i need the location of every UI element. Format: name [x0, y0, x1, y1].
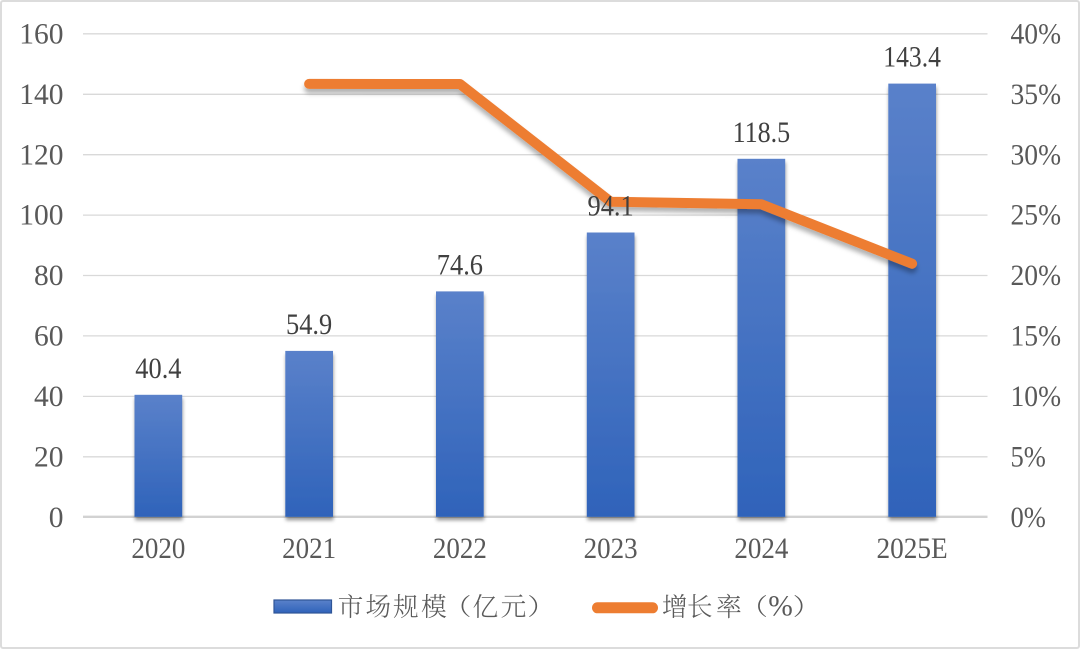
- svg-text:30%: 30%: [1011, 139, 1062, 171]
- svg-text:100: 100: [19, 200, 63, 232]
- svg-text:2023: 2023: [584, 533, 638, 565]
- svg-text:15%: 15%: [1011, 321, 1062, 353]
- svg-text:2025E: 2025E: [877, 533, 948, 565]
- svg-text:40: 40: [34, 381, 64, 413]
- svg-text:35%: 35%: [1011, 79, 1062, 111]
- svg-text:10%: 10%: [1011, 381, 1062, 413]
- svg-text:2020: 2020: [131, 533, 185, 565]
- svg-text:54.9: 54.9: [286, 309, 332, 341]
- svg-text:25%: 25%: [1011, 200, 1062, 232]
- svg-text:160: 160: [19, 18, 63, 50]
- svg-text:120: 120: [19, 139, 63, 171]
- svg-text:2021: 2021: [282, 533, 336, 565]
- svg-text:2024: 2024: [734, 533, 788, 565]
- svg-text:74.6: 74.6: [437, 249, 483, 281]
- svg-text:143.4: 143.4: [883, 42, 941, 74]
- svg-text:20%: 20%: [1011, 260, 1062, 292]
- svg-text:%: %: [768, 591, 793, 623]
- svg-text:0: 0: [49, 502, 64, 534]
- svg-text:60: 60: [34, 321, 64, 353]
- svg-text:140: 140: [19, 79, 63, 111]
- svg-text:20: 20: [34, 441, 64, 473]
- svg-text:40%: 40%: [1011, 18, 1062, 50]
- svg-text:0%: 0%: [1011, 502, 1046, 534]
- svg-text:40.4: 40.4: [135, 353, 181, 385]
- svg-text:5%: 5%: [1011, 441, 1046, 473]
- svg-text:94.1: 94.1: [588, 191, 634, 223]
- svg-text:80: 80: [34, 260, 64, 292]
- svg-text:118.5: 118.5: [733, 117, 791, 149]
- svg-text:2022: 2022: [433, 533, 487, 565]
